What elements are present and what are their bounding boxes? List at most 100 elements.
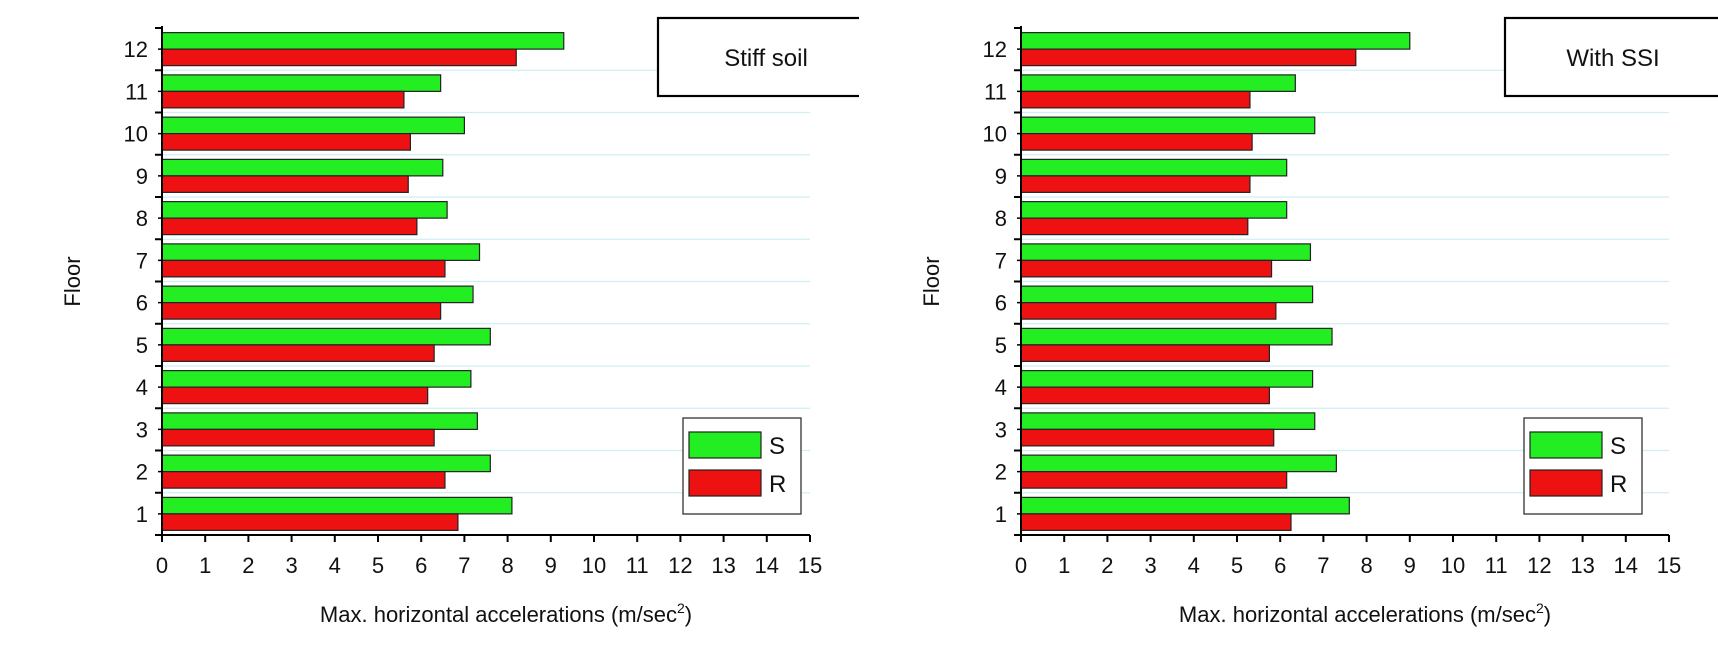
y-tick-label: 11 — [125, 79, 148, 104]
annotation-label: With SSI — [1566, 45, 1659, 72]
bar-s-floor-7 — [161, 243, 481, 261]
x-tick-label: 9 — [1404, 553, 1416, 578]
bar-r-floor-12 — [1020, 48, 1357, 67]
bar-s-floor-7 — [1020, 243, 1312, 261]
bar-s-floor-11 — [161, 74, 442, 92]
x-tick-label: 9 — [545, 553, 557, 578]
x-tick-label: 4 — [329, 553, 341, 578]
bar-s-floor-6 — [1020, 285, 1314, 304]
y-axis-title: Floor — [919, 256, 944, 306]
legend-swatch-R — [688, 469, 762, 497]
bar-r-floor-6 — [161, 302, 442, 320]
y-tick-label: 9 — [995, 164, 1007, 189]
x-tick-label: 1 — [1058, 553, 1070, 578]
chart-with-ssi: 1 2 3 4 5 6 7 8 9 10 11 12 0 1 2 3 4 5 6 7 8 9 10 11 12 13 14 15 Max… — [859, 0, 1718, 652]
bar-s-floor-8 — [161, 201, 448, 219]
x-axis-title: Max. horizontal accelerations (m/sec2) — [320, 600, 692, 627]
y-tick-label: 11 — [984, 79, 1007, 104]
bar-r-floor-5 — [161, 344, 435, 362]
x-tick-label: 6 — [415, 553, 427, 578]
x-tick-label: 13 — [1570, 553, 1594, 578]
y-tick-label: 3 — [995, 417, 1007, 442]
bar-s-floor-9 — [161, 158, 444, 177]
bar-s-floor-10 — [1020, 116, 1316, 135]
legend-label-S: S — [769, 433, 785, 460]
x-tick-label: 3 — [285, 553, 297, 578]
legend-swatch-S — [1529, 431, 1603, 459]
y-tick-label: 4 — [995, 375, 1007, 400]
legend-label-R: R — [1610, 471, 1627, 498]
bar-r-floor-2 — [1020, 471, 1288, 489]
y-tick-label: 5 — [136, 333, 148, 358]
chart-stiff-soil: 1 2 3 4 5 6 7 8 9 10 11 12 0 1 2 3 4 5 6 7 8 9 10 11 12 13 14 15 Max… — [60, 16, 859, 627]
bar-s-floor-12 — [161, 32, 565, 50]
y-tick-label: 6 — [136, 291, 148, 316]
bar-s-floor-3 — [161, 412, 478, 430]
bar-r-floor-5 — [1020, 344, 1270, 362]
x-axis-title: Max. horizontal accelerations (m/sec2) — [1179, 600, 1551, 627]
bar-s-floor-5 — [161, 327, 491, 346]
bar-s-floor-3 — [1020, 412, 1316, 430]
bar-r-floor-12 — [161, 48, 517, 67]
x-tick-label: 11 — [1485, 553, 1508, 578]
x-tick-label: 8 — [501, 553, 513, 578]
bar-r-floor-4 — [161, 386, 429, 405]
y-tick-label: 1 — [995, 502, 1007, 527]
y-tick-label: 9 — [136, 164, 148, 189]
bar-s-floor-5 — [1020, 327, 1333, 346]
bar-r-floor-9 — [1020, 175, 1251, 193]
y-tick-label: 6 — [995, 291, 1007, 316]
x-tick-label: 11 — [626, 553, 649, 578]
x-tick-label: 2 — [1101, 553, 1113, 578]
bar-r-floor-10 — [161, 133, 411, 151]
x-tick-label: 14 — [755, 553, 779, 578]
x-tick-label: 3 — [1144, 553, 1156, 578]
legend-label-R: R — [769, 471, 786, 498]
x-tick-label: 2 — [242, 553, 254, 578]
annotation-box — [1503, 16, 1718, 98]
y-tick-label: 7 — [995, 248, 1007, 273]
x-tick-label: 10 — [582, 553, 606, 578]
x-tick-label: 5 — [372, 553, 384, 578]
bar-r-floor-9 — [161, 175, 409, 193]
y-tick-label: 7 — [136, 248, 148, 273]
bar-r-floor-1 — [1020, 513, 1292, 531]
bar-s-floor-4 — [161, 370, 472, 388]
bar-s-floor-1 — [1020, 496, 1350, 515]
bar-r-floor-3 — [1020, 428, 1275, 447]
bar-r-floor-4 — [1020, 386, 1270, 405]
x-tick-label: 6 — [1274, 553, 1286, 578]
bar-r-floor-11 — [1020, 90, 1251, 109]
bar-s-floor-10 — [161, 116, 465, 135]
bar-r-floor-8 — [1020, 217, 1249, 236]
x-tick-label: 13 — [711, 553, 735, 578]
bar-r-floor-1 — [161, 513, 459, 531]
bar-r-floor-2 — [161, 471, 446, 489]
y-tick-label: 10 — [983, 122, 1007, 147]
bar-r-floor-11 — [161, 90, 405, 109]
x-tick-label: 0 — [1015, 553, 1027, 578]
bar-s-floor-6 — [161, 285, 474, 304]
x-tick-label: 12 — [1527, 553, 1551, 578]
bar-r-floor-10 — [1020, 133, 1253, 151]
bar-s-floor-8 — [1020, 201, 1288, 219]
bar-s-floor-9 — [1020, 158, 1288, 177]
x-tick-label: 15 — [798, 553, 822, 578]
legend-label-S: S — [1610, 433, 1626, 460]
y-tick-label: 12 — [983, 37, 1007, 62]
y-tick-label: 12 — [124, 37, 148, 62]
y-tick-label: 1 — [136, 502, 148, 527]
bar-s-floor-1 — [161, 496, 513, 515]
x-tick-label: 15 — [1657, 553, 1681, 578]
x-tick-label: 10 — [1441, 553, 1465, 578]
x-tick-label: 14 — [1614, 553, 1638, 578]
x-tick-label: 7 — [458, 553, 470, 578]
x-tick-label: 8 — [1360, 553, 1372, 578]
y-tick-label: 4 — [136, 375, 148, 400]
bar-r-floor-3 — [161, 428, 435, 447]
bar-s-floor-4 — [1020, 370, 1314, 388]
x-tick-label: 1 — [199, 553, 211, 578]
x-tick-label: 0 — [156, 553, 168, 578]
y-tick-label: 8 — [136, 206, 148, 231]
